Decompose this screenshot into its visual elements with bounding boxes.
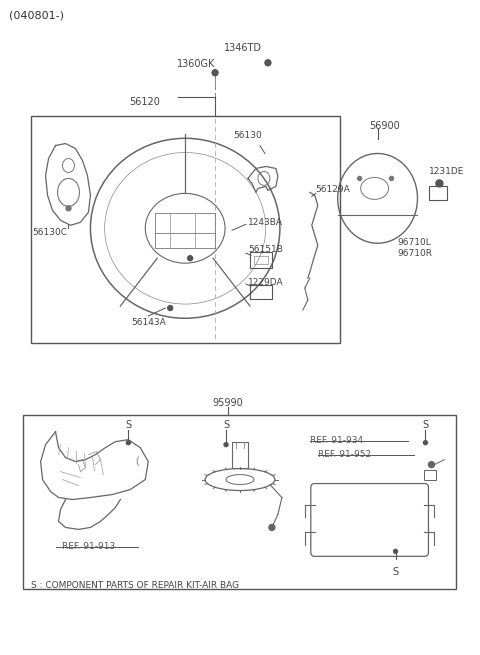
Bar (31, 116, 340, 343)
Bar (232, 441, 248, 468)
Text: S: S (125, 420, 132, 430)
Text: 96710R: 96710R (397, 249, 432, 258)
Circle shape (224, 443, 228, 447)
Text: 56130: 56130 (234, 130, 263, 140)
Bar (424, 470, 436, 479)
Text: 56151B: 56151B (248, 245, 283, 254)
Text: 56143A: 56143A (131, 318, 166, 327)
Bar (23, 415, 456, 590)
Text: REF. 91-913: REF. 91-913 (62, 542, 115, 552)
Text: (040801-): (040801-) (9, 11, 64, 21)
Circle shape (423, 441, 428, 445)
Text: S: S (393, 567, 398, 577)
Circle shape (390, 176, 394, 180)
Text: 56130C: 56130C (33, 229, 68, 237)
Text: 96710L: 96710L (397, 238, 432, 247)
Bar (254, 256, 268, 264)
Text: S: S (422, 420, 429, 430)
Text: 56120: 56120 (129, 97, 160, 107)
Text: 56129A: 56129A (316, 185, 350, 195)
Text: REF. 91-934: REF. 91-934 (310, 436, 363, 445)
Text: 95990: 95990 (213, 398, 243, 408)
Text: 1229DA: 1229DA (248, 278, 284, 287)
Circle shape (265, 60, 271, 66)
Bar (250, 285, 272, 299)
Bar (250, 252, 272, 268)
Circle shape (394, 550, 397, 553)
Circle shape (436, 180, 443, 187)
Circle shape (66, 206, 71, 211)
Text: S: S (223, 420, 229, 430)
Circle shape (126, 441, 130, 445)
Text: REF. 91-952: REF. 91-952 (318, 449, 371, 458)
Circle shape (188, 255, 192, 261)
Circle shape (269, 525, 275, 531)
Text: 56900: 56900 (370, 121, 400, 130)
Circle shape (168, 306, 173, 310)
Text: 1346TD: 1346TD (224, 43, 262, 53)
Text: S : COMPONENT PARTS OF REPAIR KIT-AIR BAG: S : COMPONENT PARTS OF REPAIR KIT-AIR BA… (31, 581, 239, 590)
Text: 1243BA: 1243BA (248, 218, 283, 227)
Circle shape (212, 69, 218, 76)
Circle shape (358, 176, 361, 180)
Bar (430, 187, 447, 200)
Circle shape (429, 462, 434, 468)
Text: 1360GK: 1360GK (177, 59, 215, 69)
Text: 1231DE: 1231DE (430, 168, 465, 176)
